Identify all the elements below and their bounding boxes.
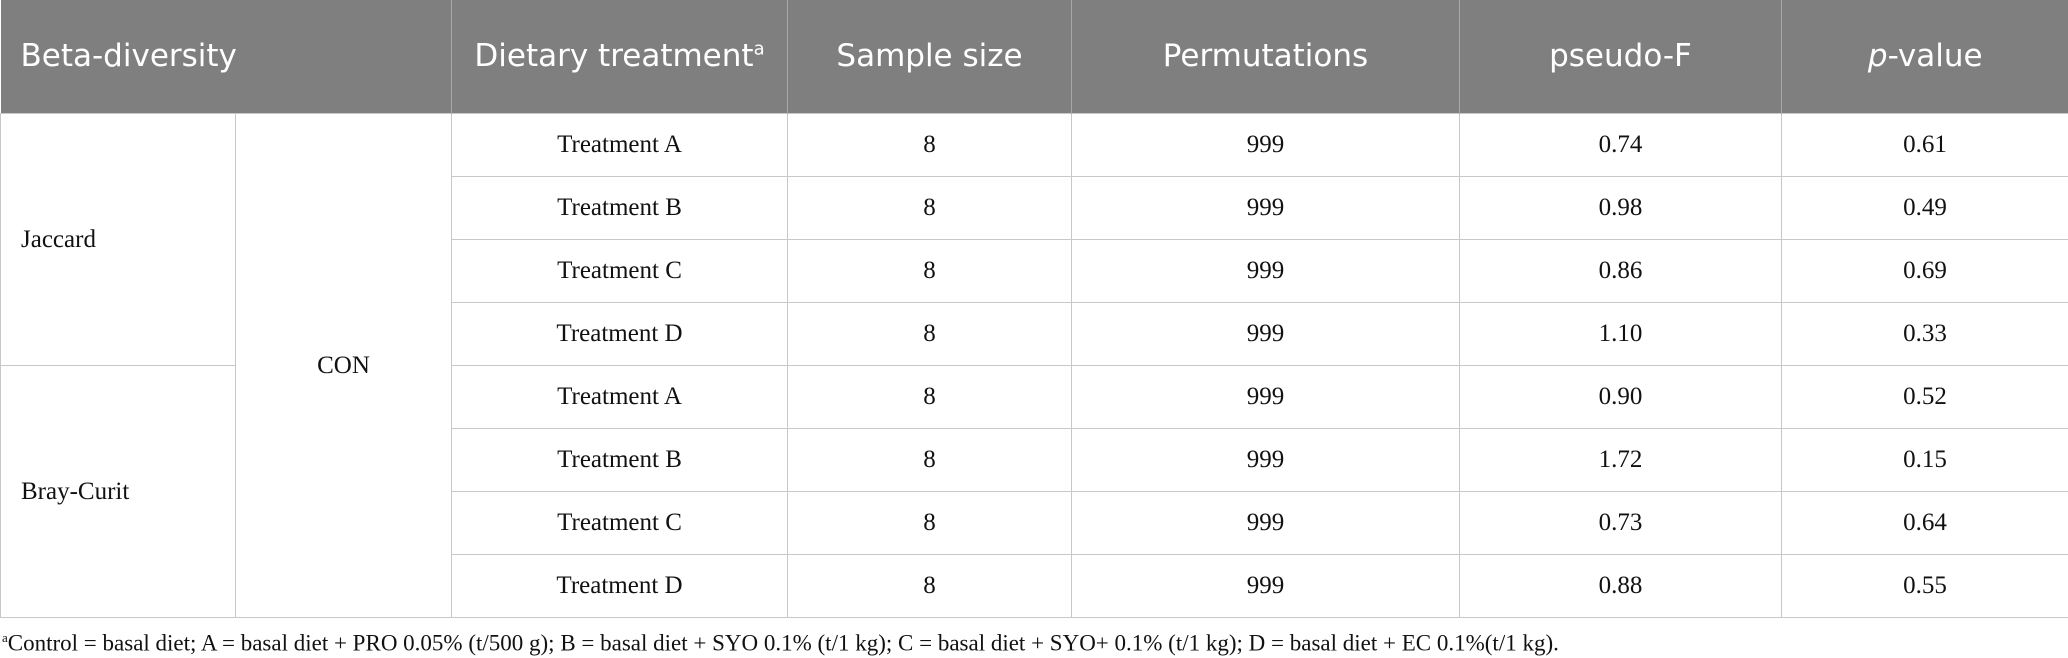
- table-cell: 999: [1071, 428, 1460, 492]
- table-cell: 8: [787, 302, 1072, 366]
- footnote: aControl = basal diet; A = basal diet + …: [0, 630, 2068, 657]
- table-cell: 0.88: [1459, 554, 1782, 618]
- table-row: Treatment C 8 999 0.86 0.69: [1, 239, 2068, 303]
- table-row: Treatment B 8 999 0.98 0.49: [1, 176, 2068, 240]
- header-cell: Permutations: [1071, 0, 1460, 114]
- table-cell: 999: [1071, 365, 1460, 429]
- header-text: -value: [1887, 37, 1983, 74]
- header-cell: Dietary treatmenta: [451, 0, 788, 114]
- table-cell: 999: [1071, 176, 1460, 240]
- metric-cell: Jaccard: [0, 113, 236, 366]
- table-cell: 0.61: [1781, 113, 2068, 177]
- footnote-marker: a: [2, 630, 8, 645]
- table-cell: Treatment C: [451, 491, 788, 555]
- table-row: Jaccard CON Treatment A 8 999 0.74 0.61: [0, 113, 2068, 618]
- footnote-text: Control = basal diet; A = basal diet + P…: [7, 630, 1559, 656]
- control-cell: CON: [235, 113, 452, 618]
- table-cell: 1.72: [1459, 428, 1782, 492]
- header-cell: pseudo-F: [1459, 0, 1782, 114]
- footnote-marker: a: [753, 38, 765, 60]
- table-cell: 0.69: [1781, 239, 2068, 303]
- table-cell: 0.86: [1459, 239, 1782, 303]
- table-cell: 8: [787, 365, 1072, 429]
- table-cell: 999: [1071, 491, 1460, 555]
- table-header: Beta-diversity Dietary treatmenta Sample…: [0, 0, 2068, 114]
- table-cell: Treatment B: [451, 176, 788, 240]
- table-body: Jaccard CON Treatment A 8 999 0.74 0.61 Treatme…: [0, 113, 2068, 618]
- table-cell: Treatment D: [451, 302, 788, 366]
- results-table: Beta-diversity Dietary treatmenta Sample…: [0, 0, 2068, 618]
- table-cell: Treatment A: [451, 365, 788, 429]
- table-row: Treatment D 8 999 1.10 0.33: [1, 302, 2068, 366]
- table-cell: 0.98: [1459, 176, 1782, 240]
- header-text: p: [1867, 37, 1888, 74]
- table-cell: 1.10: [1459, 302, 1782, 366]
- table-row: Treatment C 8 999 0.73 0.64: [1, 491, 2068, 555]
- table-cell: 8: [787, 428, 1072, 492]
- table-cell: 999: [1071, 302, 1460, 366]
- table-cell: 8: [787, 554, 1072, 618]
- header-text: Dietary treatment: [474, 37, 754, 74]
- table-cell: 999: [1071, 554, 1460, 618]
- table-cell: Treatment A: [451, 113, 788, 177]
- table-cell: Treatment B: [451, 428, 788, 492]
- header-cell: Beta-diversity: [0, 0, 452, 114]
- table-cell: 999: [1071, 113, 1460, 177]
- table-cell: 999: [1071, 239, 1460, 303]
- table-cell: 8: [787, 176, 1072, 240]
- table-row: Bray-Curit Treatment A 8 999 0.90 0.52: [0, 365, 2068, 618]
- table-cell: 0.33: [1781, 302, 2068, 366]
- table-cell: 8: [787, 491, 1072, 555]
- table-cell: 0.55: [1781, 554, 2068, 618]
- table-cell: 0.74: [1459, 113, 1782, 177]
- table-cell: 0.49: [1781, 176, 2068, 240]
- header-cell: p-value: [1781, 0, 2068, 114]
- table-cell: 8: [787, 113, 1072, 177]
- header-cell: Sample size: [787, 0, 1072, 114]
- table-row: Treatment D 8 999 0.88 0.55: [1, 554, 2068, 618]
- table-cell: 0.52: [1781, 365, 2068, 429]
- metric-cell: Bray-Curit: [0, 365, 236, 618]
- table-cell: Treatment D: [451, 554, 788, 618]
- table-cell: 0.15: [1781, 428, 2068, 492]
- table-cell: 0.73: [1459, 491, 1782, 555]
- table-cell: 8: [787, 239, 1072, 303]
- table-cell: Treatment C: [451, 239, 788, 303]
- table-cell: 0.90: [1459, 365, 1782, 429]
- table-cell: 0.64: [1781, 491, 2068, 555]
